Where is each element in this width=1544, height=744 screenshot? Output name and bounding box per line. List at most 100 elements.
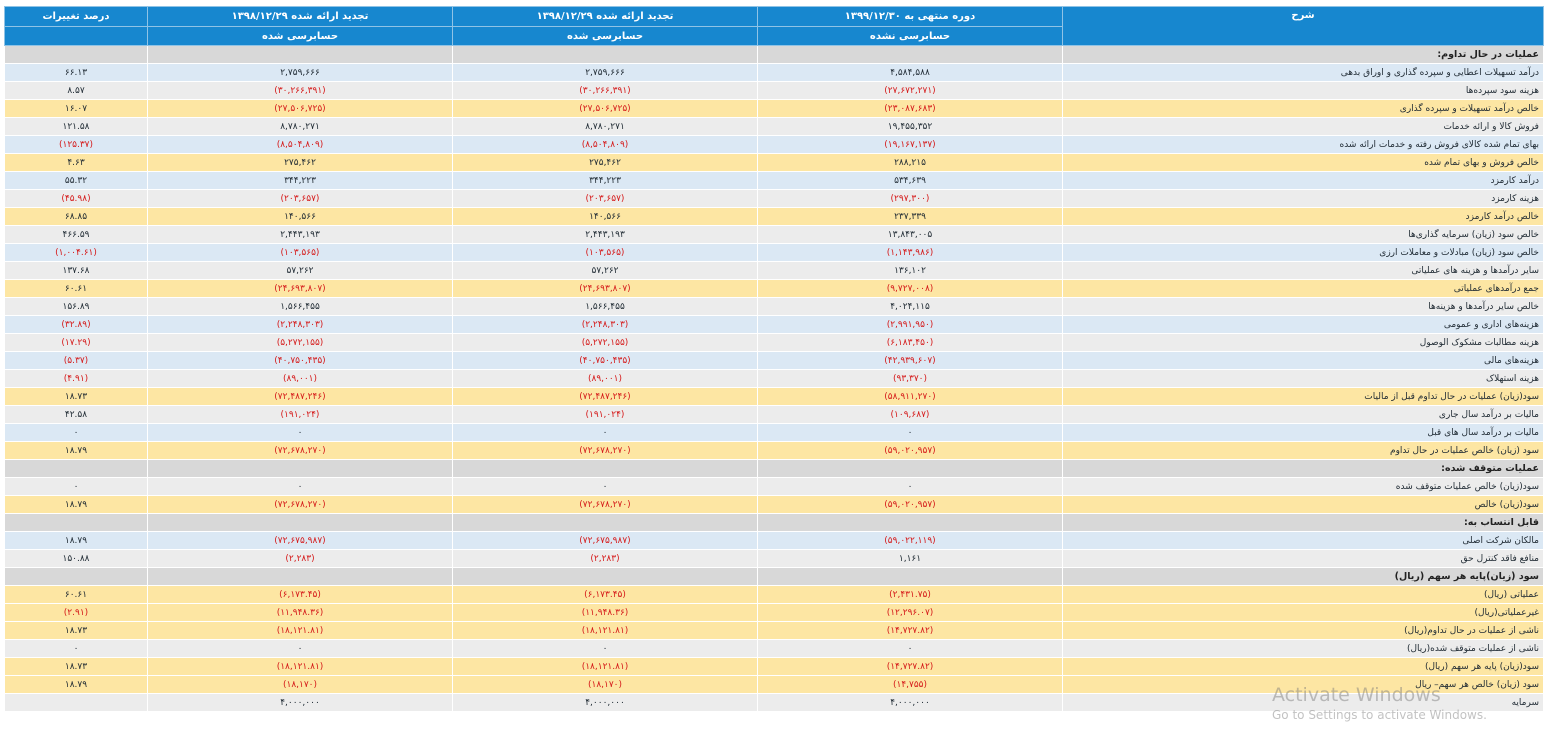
cell-restated-1: (۱۰۳,۵۶۵)	[452, 243, 758, 262]
table-row: ۴۲.۵۸ (۱۹۱,۰۲۴) (۱۹۱,۰۲۴) (۱۰۹,۶۸۷) مالیات ب…	[4, 405, 1544, 424]
cell-pct-change: ۰	[4, 477, 148, 496]
table-row: ۱۵۶.۸۹ ۱,۵۶۶,۴۵۵ ۱,۵۶۶,۴۵۵ ۴,۰۲۴,۱۱۵ خالص سا…	[4, 297, 1544, 316]
cell-pct-change: ۱۵۰.۸۸	[4, 549, 148, 568]
cell-restated-2: (۷۲,۴۸۷,۲۴۶)	[147, 387, 453, 406]
cell-restated-1: (۲,۲۸۳)	[452, 549, 758, 568]
cell-restated-1	[452, 567, 758, 586]
cell-restated-1: (۷۲,۶۷۵,۹۸۷)	[452, 531, 758, 550]
cell-description: هزینه‌های اداری و عمومی	[1062, 315, 1544, 334]
cell-pct-change	[4, 567, 148, 586]
cell-pct-change: ۰	[4, 423, 148, 442]
cell-restated-1: (۸,۵۰۴,۸۰۹)	[452, 135, 758, 154]
cell-description: بهای تمام شده کالای فروش رفته و خدمات ار…	[1062, 135, 1544, 154]
cell-restated-2: (۱۸,۱۲۱.۸۱)	[147, 657, 453, 676]
cell-pct-change: (۲.۹۱)	[4, 603, 148, 622]
cell-description: هزینه مطالبات مشکوک الوصول	[1062, 333, 1544, 352]
cell-restated-1: ۵۷,۲۶۲	[452, 261, 758, 280]
cell-period: (۵۹,۰۲۰,۹۵۷)	[757, 495, 1063, 514]
cell-restated-2: (۲۷,۵۰۶,۷۲۵)	[147, 99, 453, 118]
cell-description: سود(زیان) عملیات در حال تداوم قبل از مال…	[1062, 387, 1544, 406]
cell-description: سود(زیان) خالص	[1062, 495, 1544, 514]
cell-pct-change: (۱,۰۰۴.۶۱)	[4, 243, 148, 262]
cell-restated-2: (۱۰۳,۵۶۵)	[147, 243, 453, 262]
cell-description: هزینه استهلاک	[1062, 369, 1544, 388]
cell-period	[757, 567, 1063, 586]
header-description: شرح	[1062, 6, 1544, 46]
cell-period: ۰	[757, 639, 1063, 658]
table-row: (۵.۳۷) (۴۰,۷۵۰,۴۳۵) (۴۰,۷۵۰,۴۳۵) (۴۲,۹۳۹,۶۰…	[4, 351, 1544, 370]
table-row: ۱۸.۷۹ (۷۲,۶۷۸,۲۷۰) (۷۲,۶۷۸,۲۷۰) (۵۹,۰۲۰,۹۵۷…	[4, 495, 1544, 514]
cell-restated-1: (۷۲,۴۸۷,۲۴۶)	[452, 387, 758, 406]
cell-restated-2: (۷۲,۶۷۵,۹۸۷)	[147, 531, 453, 550]
cell-period: ۰	[757, 477, 1063, 496]
cell-restated-1: ۴,۰۰۰,۰۰۰	[452, 693, 758, 712]
cell-description: فروش کالا و ارائه خدمات	[1062, 117, 1544, 136]
cell-restated-2: (۱۸,۱۷۰)	[147, 675, 453, 694]
cell-pct-change: ۶۶.۱۳	[4, 63, 148, 82]
table-row: ۴۶۶.۵۹ ۲,۴۴۳,۱۹۳ ۲,۴۴۳,۱۹۳ ۱۳,۸۴۳,۰۰۵ خالص س…	[4, 225, 1544, 244]
cell-period: (۴۲,۹۳۹,۶۰۷)	[757, 351, 1063, 370]
cell-period: (۶,۱۸۳,۴۵۰)	[757, 333, 1063, 352]
cell-period: (۲,۹۹۱,۹۵۰)	[757, 315, 1063, 334]
cell-pct-change: ۴۶۶.۵۹	[4, 225, 148, 244]
cell-restated-1: (۷۲,۶۷۸,۲۷۰)	[452, 495, 758, 514]
cell-pct-change: (۴.۹۱)	[4, 369, 148, 388]
cell-restated-1: (۵,۲۷۲,۱۵۵)	[452, 333, 758, 352]
cell-description: عملیات در حال تداوم:	[1062, 45, 1544, 64]
cell-pct-change: (۵.۳۷)	[4, 351, 148, 370]
subheader-pct-blank	[4, 26, 148, 46]
cell-description: سود (زیان)پایه هر سهم (ریال)	[1062, 567, 1544, 586]
table-row: ۰ ۰ ۰ ۰ ناشی از عملیات متوقف شده(ریال)	[4, 639, 1544, 658]
cell-description: سود (زیان) خالص عملیات در حال تداوم	[1062, 441, 1544, 460]
cell-pct-change	[4, 513, 148, 532]
cell-restated-2: (۴۰,۷۵۰,۴۳۵)	[147, 351, 453, 370]
cell-restated-1: (۸۹,۰۰۱)	[452, 369, 758, 388]
cell-restated-1: ۲۷۵,۴۶۲	[452, 153, 758, 172]
cell-pct-change: ۴۲.۵۸	[4, 405, 148, 424]
table-row: (۱۷.۲۹) (۵,۲۷۲,۱۵۵) (۵,۲۷۲,۱۵۵) (۶,۱۸۳,۴۵۰)…	[4, 333, 1544, 352]
cell-description: عملیات متوقف شده:	[1062, 459, 1544, 478]
table-row: (۳۲.۸۹) (۲,۲۴۸,۳۰۳) (۲,۲۴۸,۳۰۳) (۲,۹۹۱,۹۵۰)…	[4, 315, 1544, 334]
cell-period: (۵۹,۰۲۰,۹۵۷)	[757, 441, 1063, 460]
cell-restated-2: (۸,۵۰۴,۸۰۹)	[147, 135, 453, 154]
cell-period: (۱۲,۲۹۶.۰۷)	[757, 603, 1063, 622]
cell-period: (۲۷,۶۷۲,۲۷۱)	[757, 81, 1063, 100]
cell-period: (۱۹,۱۶۷,۱۳۷)	[757, 135, 1063, 154]
cell-period: ۱,۱۶۱	[757, 549, 1063, 568]
cell-description: جمع درآمدهای عملیاتی	[1062, 279, 1544, 298]
cell-description: ناشی از عملیات متوقف شده(ریال)	[1062, 639, 1544, 658]
cell-description: درآمد تسهیلات اعطایی و سپرده گذاری و اور…	[1062, 63, 1544, 82]
cell-restated-2	[147, 567, 453, 586]
financial-statement: درصد تغییرات تجدید ارائه شده ۱۳۹۸/۱۲/۲۹ …	[4, 6, 1544, 712]
cell-description: سایر درآمدها و هزینه های عملیاتی	[1062, 261, 1544, 280]
cell-description: سود (زیان) خالص هر سهم– ریال	[1062, 675, 1544, 694]
cell-period: (۱۴,۷۵۵)	[757, 675, 1063, 694]
table-row: ۰ ۰ ۰ ۰ سود(زیان) خالص عملیات متوقف شده	[4, 477, 1544, 496]
table-row: ۱۶.۰۷ (۲۷,۵۰۶,۷۲۵) (۲۷,۵۰۶,۷۲۵) (۲۳,۰۸۷,۶۸۳…	[4, 99, 1544, 118]
cell-restated-1: ۸,۷۸۰,۲۷۱	[452, 117, 758, 136]
cell-pct-change: ۸.۵۷	[4, 81, 148, 100]
section-row: عملیات متوقف شده:	[4, 459, 1544, 478]
cell-pct-change: (۴۵.۹۸)	[4, 189, 148, 208]
cell-restated-1: (۱۸,۱۲۱.۸۱)	[452, 621, 758, 640]
subheader-restated-1: حسابرسی شده	[452, 26, 758, 46]
cell-period: ۴,۰۰۰,۰۰۰	[757, 693, 1063, 712]
cell-period: (۵۸,۹۱۱,۲۷۰)	[757, 387, 1063, 406]
cell-restated-2: (۸۹,۰۰۱)	[147, 369, 453, 388]
cell-pct-change: ۱۲۱.۵۸	[4, 117, 148, 136]
cell-pct-change	[4, 693, 148, 712]
cell-period: (۲,۴۳۱.۷۵)	[757, 585, 1063, 604]
cell-restated-1: ۲,۴۴۳,۱۹۳	[452, 225, 758, 244]
activate-windows-title: Activate Windows	[1272, 684, 1441, 706]
cell-pct-change: ۱۸.۷۹	[4, 531, 148, 550]
cell-period: ۵۳۴,۶۳۹	[757, 171, 1063, 190]
cell-restated-2: ۰	[147, 477, 453, 496]
cell-description: خالص سود (زیان) سرمایه گذاری‌ها	[1062, 225, 1544, 244]
cell-restated-2: (۳۰,۲۶۶,۳۹۱)	[147, 81, 453, 100]
cell-restated-1: (۳۰,۲۶۶,۳۹۱)	[452, 81, 758, 100]
cell-restated-2: (۱۸,۱۲۱.۸۱)	[147, 621, 453, 640]
subheader-restated-2: حسابرسی شده	[147, 26, 453, 46]
table-row: ۱۲۱.۵۸ ۸,۷۸۰,۲۷۱ ۸,۷۸۰,۲۷۱ ۱۹,۴۵۵,۳۵۲ فروش ک…	[4, 117, 1544, 136]
cell-restated-1: (۱۱,۹۴۸.۳۶)	[452, 603, 758, 622]
cell-period: (۲۳,۰۸۷,۶۸۳)	[757, 99, 1063, 118]
